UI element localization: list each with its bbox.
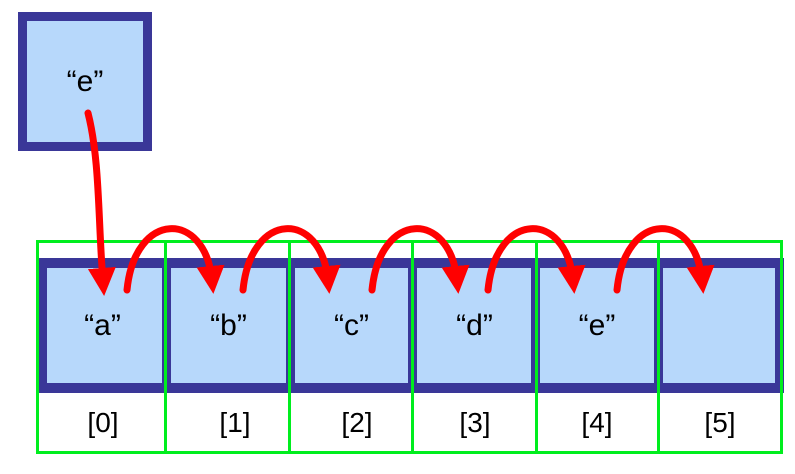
- array-cell-2: “c”: [290, 258, 413, 393]
- index-label-3: [3]: [459, 407, 491, 438]
- shift-arrow-3: [484, 225, 586, 294]
- inserted-element-label: “e”: [66, 64, 104, 98]
- index-label-5: [5]: [704, 407, 736, 438]
- index-box-5: [657, 240, 783, 454]
- array-cell-4-label: “e”: [578, 308, 616, 342]
- shift-arrow-4: [613, 225, 715, 294]
- array-cell-2-label: “c”: [334, 308, 369, 342]
- index-label-4: [4]: [581, 407, 613, 438]
- array-cell-1: “b”: [167, 258, 290, 393]
- inserted-element-box: “e”: [18, 12, 152, 151]
- array-cell-3: “d”: [413, 258, 536, 393]
- shift-arrow-0: [123, 225, 225, 294]
- cell-divider: [38, 258, 47, 393]
- index-label-0: [0]: [87, 407, 119, 438]
- array-cell-5: [658, 258, 784, 393]
- insert-arrow: [84, 109, 116, 296]
- array-cell-0-label: “a”: [84, 308, 121, 342]
- shift-arrow-1: [239, 225, 341, 294]
- array-cell-3-label: “d”: [456, 308, 493, 342]
- cell-divider: [775, 258, 784, 393]
- index-label-1: [1]: [219, 407, 251, 438]
- shift-arrow-2: [368, 225, 470, 294]
- array-cell-4: “e”: [536, 258, 658, 393]
- array-cell-1-label: “b”: [210, 308, 247, 342]
- index-label-2: [2]: [341, 407, 373, 438]
